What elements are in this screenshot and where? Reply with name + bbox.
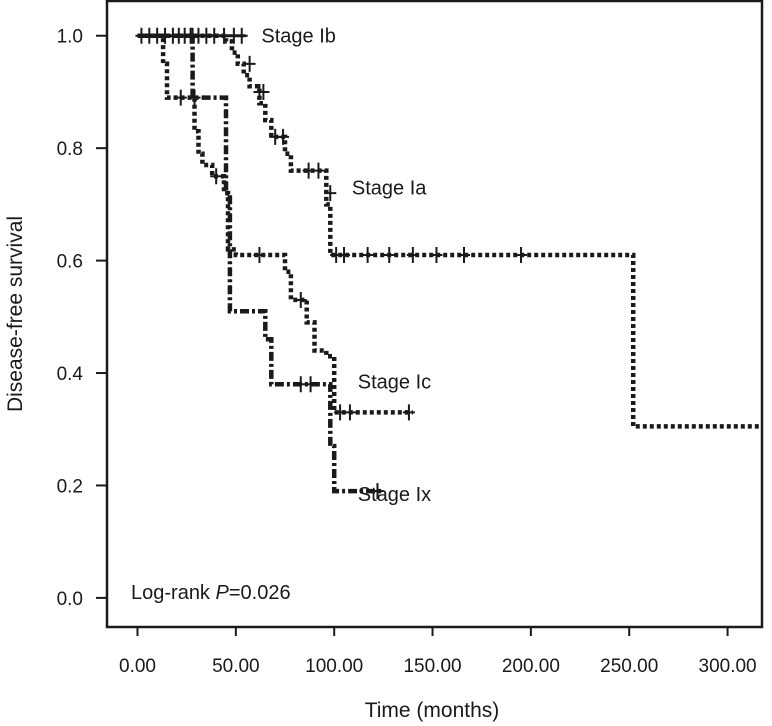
y-tick-label: 0.2 [57,476,83,497]
log-rank-value: =0.026 [229,582,291,604]
y-tick-label: 1.0 [57,27,83,48]
series-label-stage-ic: Stage Ic [358,371,431,393]
plot-frame [105,0,764,629]
censor-mark-stage-ia-10 [361,246,374,263]
series-label-stage-ix: Stage Ix [358,484,431,506]
y-tick-label: 0.4 [57,364,84,385]
censor-mark-stage-ia-12 [406,246,419,263]
censor-mark-stage-ix-2 [304,376,317,393]
series-label-stage-ib: Stage Ib [261,26,336,48]
censor-mark-stage-ia-2 [257,83,270,100]
series-label-layer: Stage Ib Stage Ia Stage Ic Stage Ix [261,26,431,506]
censor-mark-stage-ic-6 [343,404,356,421]
censor-mark-stage-ib-13 [235,27,248,44]
x-tick-label: 250.00 [600,656,658,677]
x-tick-label: 0.00 [119,656,156,677]
censor-mark-stage-ia-6 [312,162,325,179]
x-tick-label: 100.00 [305,656,363,677]
censor-mark-stage-ic-4 [294,291,307,308]
censor-mark-stage-ic-0 [174,89,187,106]
series-label-stage-ia: Stage Ia [352,178,427,200]
censor-mark-stage-ia-4 [277,128,290,145]
y-tick-label: 0.8 [57,139,83,160]
censor-mark-stage-ia-11 [383,246,396,263]
log-rank-p: P [216,582,230,604]
censor-mark-stage-ic-2 [210,168,223,185]
censor-mark-stage-ic-3 [253,246,266,263]
censor-mark-stage-ia-13 [430,246,443,263]
x-tick-label: 150.00 [403,656,461,677]
series-layer [137,33,759,494]
censor-mark-stage-ia-7 [324,185,337,202]
censor-mark-stage-ic-7 [402,404,415,421]
censor-mark-stage-ix-3 [371,483,384,500]
x-axis-title: Time (months) [365,699,500,722]
censor-mark-stage-ia-0 [243,55,256,72]
series-line-stage-ix [137,33,384,494]
censor-mark-stage-ia-14 [458,246,471,263]
censor-mark-stage-ic-1 [188,89,201,106]
x-tick-label: 50.00 [212,656,260,677]
series-line-stage-ic [137,33,413,415]
y-tick-label: 0.6 [57,252,83,273]
censor-layer [135,27,528,500]
censor-mark-stage-ia-15 [515,246,528,263]
y-tick-label: 0.0 [57,589,83,610]
x-tick-label: 300.00 [699,656,757,677]
x-axis: 0.00 50.00 100.00 150.00 200.00 250.00 300.00 [119,626,757,677]
censor-mark-stage-ia-9 [338,246,351,263]
log-rank-annotation: Log-rank P=0.026 [131,582,291,604]
series-line-stage-ia [137,33,759,429]
log-rank-prefix: Log-rank [131,582,216,604]
y-axis-title: Disease-free survival [4,216,27,412]
y-axis: 0.0 0.2 0.4 0.6 0.8 1.0 [57,27,107,610]
x-tick-label: 200.00 [502,656,560,677]
censor-mark-stage-ix-0 [186,27,199,44]
